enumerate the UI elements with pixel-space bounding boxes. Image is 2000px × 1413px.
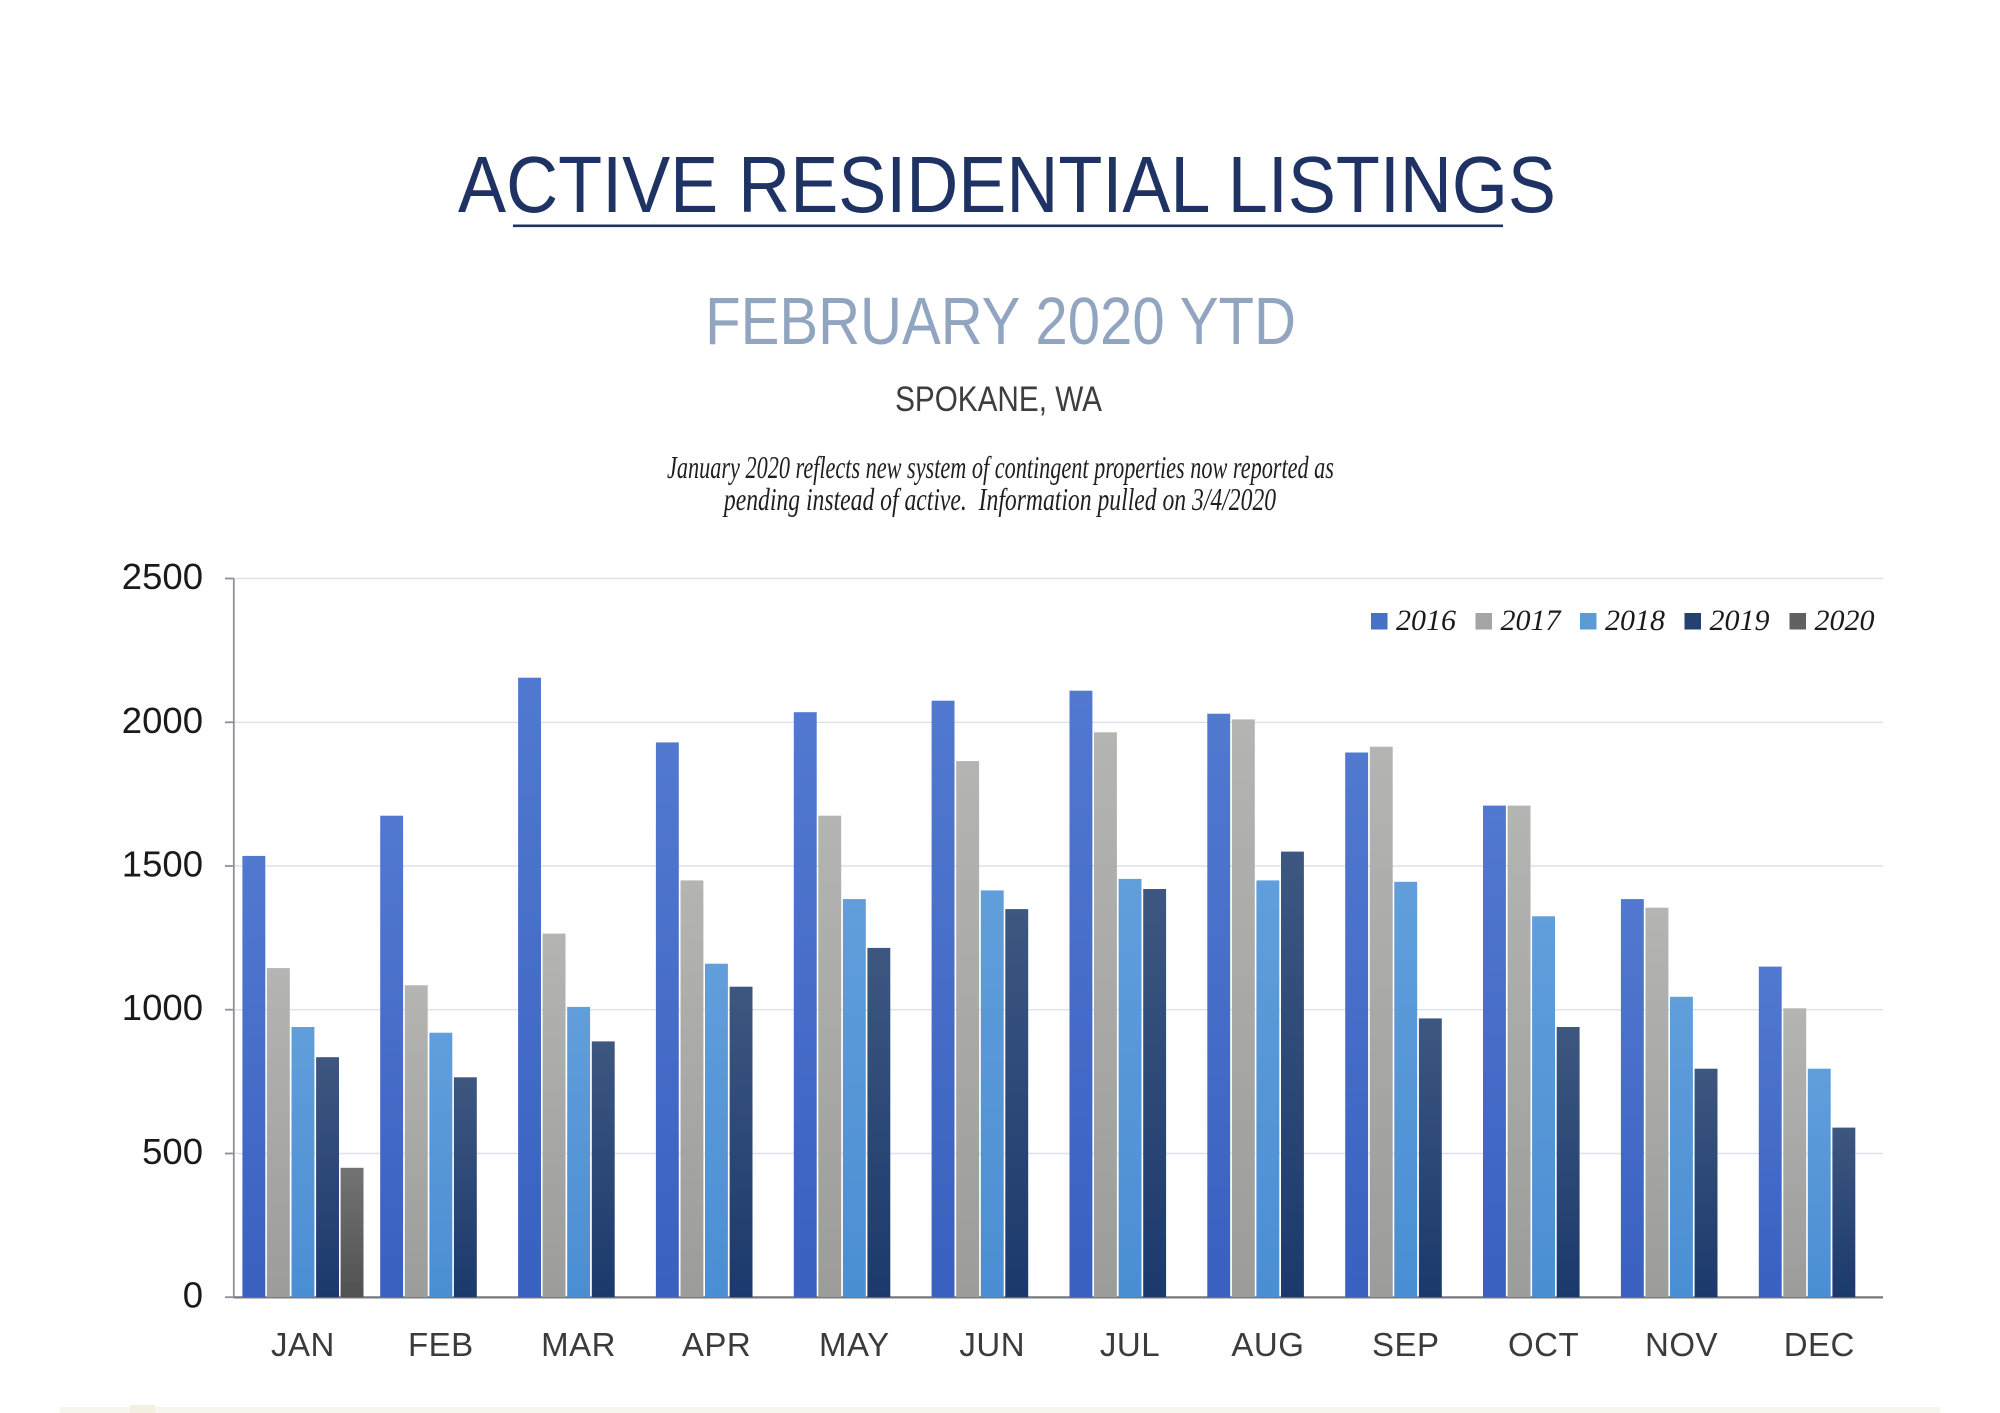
svg-text:2017: 2017 [1501, 604, 1563, 637]
svg-text:APR: APR [682, 1326, 751, 1363]
svg-text:500: 500 [142, 1131, 203, 1172]
svg-text:pending instead of active. In: pending instead of active. Information p… [722, 483, 1276, 518]
svg-text:January 2020 reflects new syst: January 2020 reflects new system of cont… [667, 449, 1334, 485]
svg-text:2500: 2500 [122, 556, 203, 597]
svg-text:FEB: FEB [408, 1326, 474, 1363]
svg-text:ACTIVE RESIDENTIAL LISTINGS: ACTIVE RESIDENTIAL LISTINGS [458, 141, 1556, 230]
svg-text:FEBRUARY 2020 YTD: FEBRUARY 2020 YTD [705, 284, 1296, 359]
svg-text:JUN: JUN [959, 1326, 1025, 1363]
svg-text:JAN: JAN [271, 1326, 335, 1363]
svg-text:NOV: NOV [1645, 1326, 1718, 1363]
svg-text:0: 0 [183, 1275, 203, 1316]
svg-text:2000: 2000 [122, 700, 203, 741]
svg-text:2016: 2016 [1396, 604, 1456, 637]
svg-text:AUG: AUG [1231, 1326, 1304, 1363]
svg-text:MAR: MAR [541, 1326, 616, 1363]
svg-text:MAY: MAY [819, 1326, 890, 1363]
svg-text:SEP: SEP [1372, 1326, 1440, 1363]
svg-text:1000: 1000 [122, 987, 203, 1028]
svg-text:JUL: JUL [1100, 1326, 1160, 1363]
svg-text:DEC: DEC [1784, 1326, 1855, 1363]
svg-text:2018: 2018 [1605, 604, 1665, 637]
svg-text:SPOKANE, WA: SPOKANE, WA [895, 380, 1102, 419]
svg-text:2019: 2019 [1710, 604, 1770, 637]
svg-text:OCT: OCT [1508, 1326, 1579, 1363]
svg-text:2020: 2020 [1815, 604, 1875, 637]
svg-text:1500: 1500 [122, 844, 203, 885]
